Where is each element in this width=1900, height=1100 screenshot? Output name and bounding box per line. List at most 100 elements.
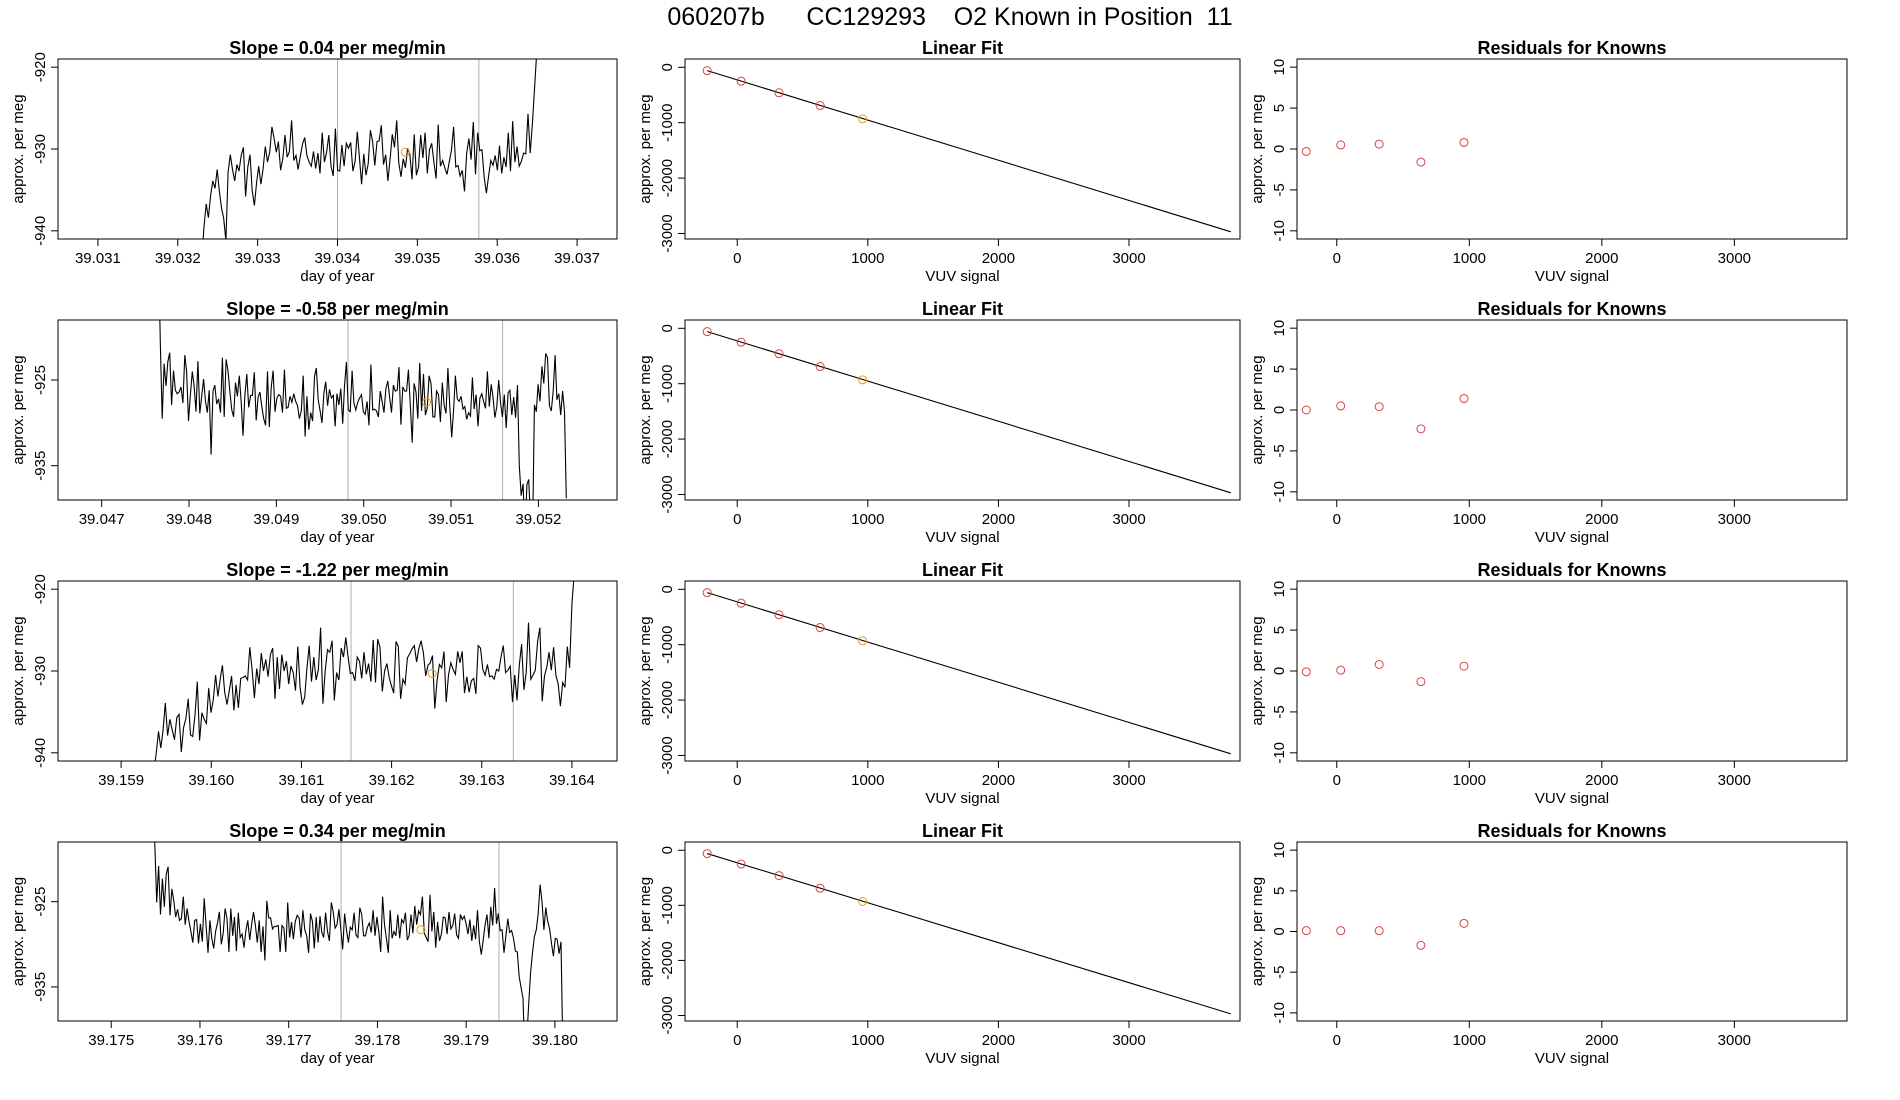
- x-tick-label: 39.177: [266, 1032, 312, 1049]
- y-tick-label: -930: [32, 656, 49, 686]
- y-tick-label: -3000: [659, 996, 676, 1034]
- known-point: [702, 327, 712, 337]
- y-tick-label: 5: [1271, 104, 1288, 112]
- y-tick-label: -930: [32, 134, 49, 164]
- known-point: [815, 362, 825, 372]
- plot-area: [702, 849, 1232, 1015]
- y-tick-label: -940: [32, 216, 49, 246]
- residual-point: [1416, 677, 1426, 687]
- x-tick-label: 39.163: [459, 772, 505, 789]
- series-line: [154, 581, 575, 761]
- x-axis-label: day of year: [300, 790, 374, 807]
- x-tick-label: 2000: [982, 772, 1015, 789]
- plot-frame: [1296, 580, 1848, 762]
- plot-frame: [1296, 841, 1848, 1022]
- known-point: [702, 66, 712, 76]
- y-axis-label: approx. per meg: [1249, 355, 1266, 464]
- known-point: [774, 871, 784, 881]
- plot-area: [702, 327, 1232, 494]
- x-tick-label: 39.051: [428, 511, 474, 528]
- x-tick-label: 39.033: [235, 250, 281, 267]
- x-tick-label: 3000: [1112, 511, 1145, 528]
- panel-residuals-row-3: Residuals for Knowns 0 1000 2000 3000 -10 -5 0 5…: [1249, 560, 1848, 807]
- y-tick-label: 0: [1271, 406, 1288, 414]
- panel-title: Residuals for Knowns: [1477, 38, 1666, 58]
- x-tick-label: 2000: [982, 250, 1015, 267]
- y-tick-label: -920: [32, 52, 49, 82]
- y-tick-label: 0: [1271, 145, 1288, 153]
- x-axis-label: day of year: [300, 529, 374, 546]
- x-tick-label: 2000: [1585, 772, 1618, 789]
- y-axis-label: approx. per meg: [637, 877, 654, 986]
- panel-fit-row-1: Linear Fit 0 1000 2000 3000 0 -1000 -2000 -3000 V…: [637, 38, 1241, 285]
- y-tick-label: -2000: [659, 941, 676, 979]
- x-tick-label: 39.048: [166, 511, 212, 528]
- residual-point: [1336, 140, 1346, 150]
- target-point: [416, 925, 426, 935]
- y-axis-label: approx. per meg: [637, 616, 654, 725]
- series-line: [202, 59, 537, 239]
- panel-fit-row-2: Linear Fit 0 1000 2000 3000 0 -1000 -2000 -3000 V…: [637, 299, 1241, 546]
- series-line: [154, 842, 563, 1021]
- panel-title: Linear Fit: [922, 821, 1003, 841]
- x-axis-label: VUV signal: [925, 790, 999, 807]
- plot-area: [202, 59, 537, 239]
- x-tick-label: 3000: [1718, 1032, 1751, 1049]
- y-tick-label: 5: [1271, 626, 1288, 634]
- x-axis-label: VUV signal: [1535, 1050, 1609, 1067]
- y-tick-label: -10: [1271, 742, 1288, 764]
- y-tick-label: -925: [32, 887, 49, 917]
- plot-area: [159, 320, 567, 500]
- x-tick-label: 3000: [1112, 772, 1145, 789]
- panel-time-row-2: Slope = -0.58 per meg/min 39.047 39.048 39.…: [10, 299, 618, 546]
- x-tick-label: 39.164: [549, 772, 595, 789]
- x-tick-label: 39.160: [188, 772, 234, 789]
- residual-point: [1374, 926, 1384, 936]
- x-tick-label: 2000: [982, 1032, 1015, 1049]
- plot-frame: [684, 319, 1241, 501]
- x-tick-label: 3000: [1718, 772, 1751, 789]
- plot-frame: [57, 580, 618, 762]
- residual-point: [1374, 139, 1384, 149]
- y-tick-label: -920: [32, 574, 49, 604]
- target-point: [858, 375, 868, 385]
- residual-point: [1301, 405, 1311, 415]
- x-tick-label: 3000: [1718, 250, 1751, 267]
- fit-line: [707, 331, 1232, 494]
- x-tick-label: 3000: [1112, 250, 1145, 267]
- x-tick-label: 3000: [1718, 511, 1751, 528]
- plot-area: [154, 581, 575, 761]
- y-tick-label: -10: [1271, 220, 1288, 242]
- known-point: [815, 101, 825, 111]
- x-tick-label: 39.031: [75, 250, 121, 267]
- residual-point: [1301, 146, 1311, 156]
- x-tick-label: 2000: [982, 511, 1015, 528]
- x-tick-label: 3000: [1112, 1032, 1145, 1049]
- known-point: [815, 623, 825, 633]
- x-axis-label: VUV signal: [1535, 268, 1609, 285]
- y-tick-label: 0: [1271, 667, 1288, 675]
- x-tick-label: 2000: [1585, 1032, 1618, 1049]
- plot-frame: [1296, 58, 1848, 240]
- y-tick-label: 0: [659, 324, 676, 332]
- x-tick-label: 39.175: [88, 1032, 134, 1049]
- panel-time-row-3: Slope = -1.22 per meg/min 39.159 39.160 39.…: [10, 560, 618, 807]
- x-axis-label: day of year: [300, 1050, 374, 1067]
- x-tick-label: 1000: [851, 1032, 884, 1049]
- x-tick-label: 2000: [1585, 511, 1618, 528]
- known-point: [774, 88, 784, 98]
- x-tick-label: 39.179: [443, 1032, 489, 1049]
- y-tick-label: -1000: [659, 104, 676, 142]
- series-line: [159, 320, 567, 500]
- known-point: [736, 337, 746, 347]
- y-axis-label: approx. per meg: [637, 94, 654, 203]
- x-axis-label: VUV signal: [925, 1050, 999, 1067]
- fit-line: [707, 853, 1232, 1015]
- y-tick-label: -10: [1271, 481, 1288, 503]
- residual-point: [1459, 918, 1469, 928]
- residual-point: [1374, 402, 1384, 412]
- plot-frame: [1296, 319, 1848, 501]
- y-axis-label: approx. per meg: [10, 94, 27, 203]
- known-point: [736, 76, 746, 86]
